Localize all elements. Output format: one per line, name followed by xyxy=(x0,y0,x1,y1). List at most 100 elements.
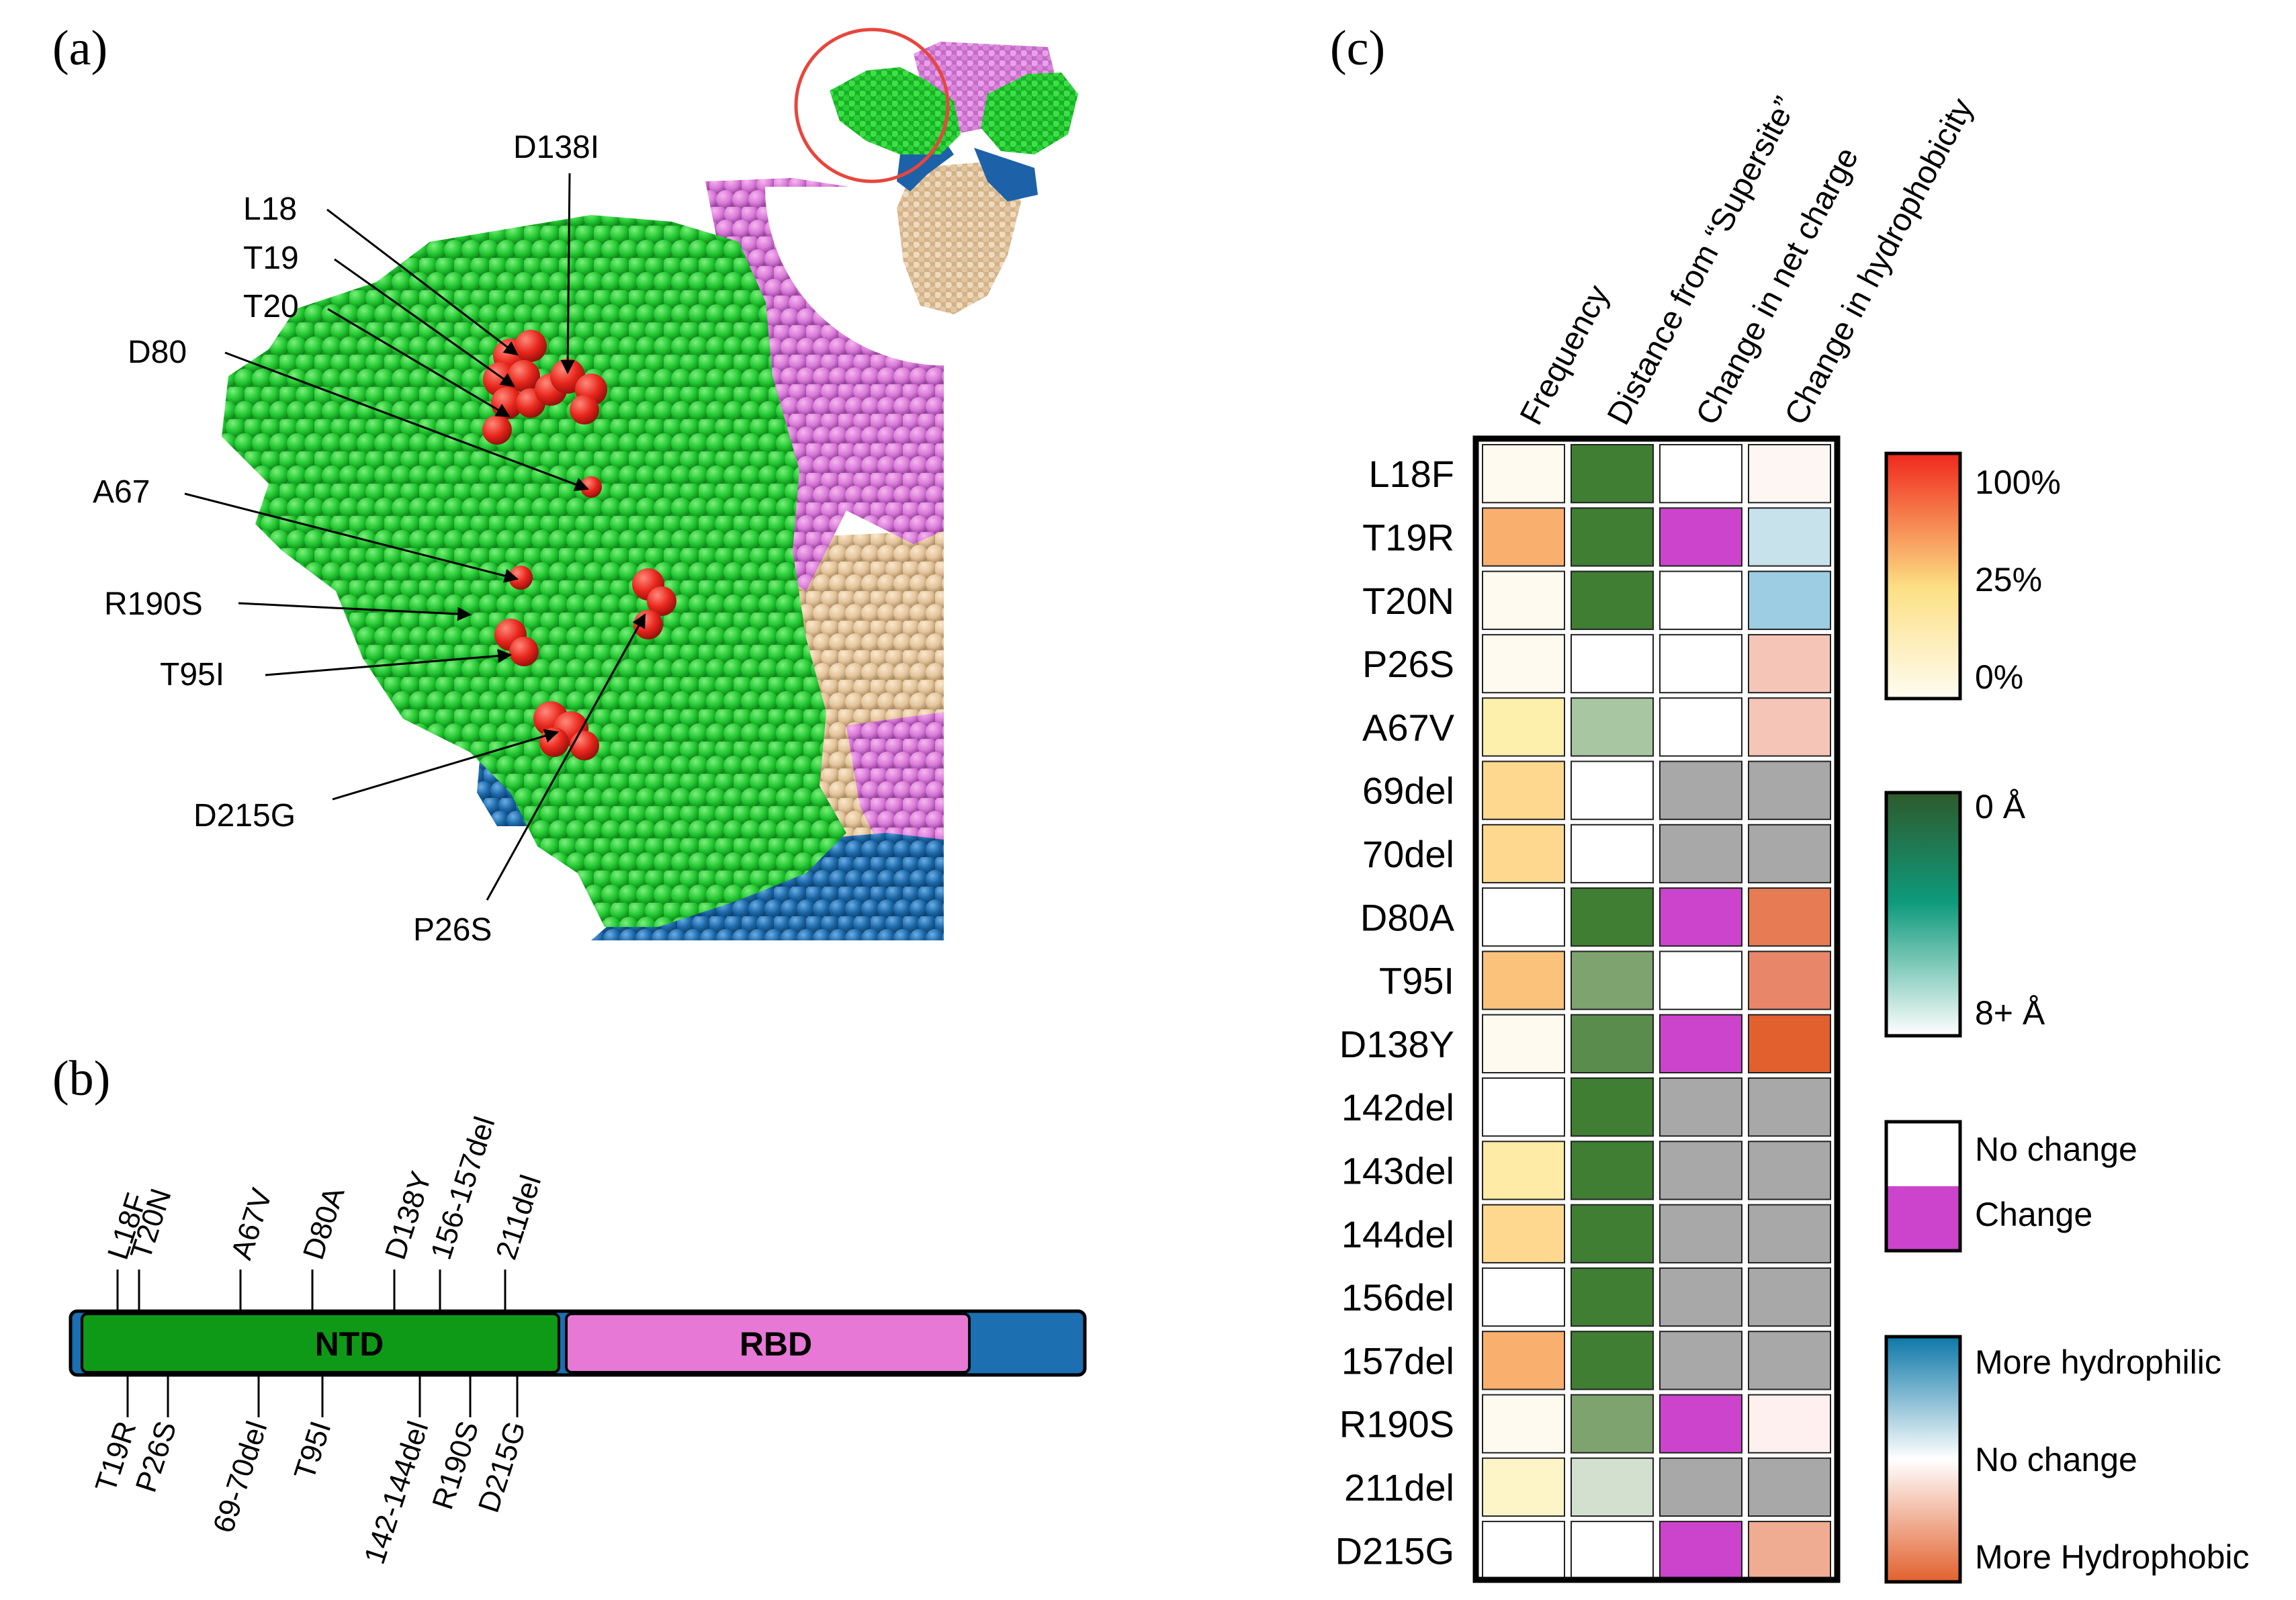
legend-frequency: 100% 25% 0% xyxy=(1884,451,2061,701)
domain-map-top-ticks xyxy=(116,1270,506,1311)
inset-green-right xyxy=(981,73,1078,154)
heatmap-cell-142del-2 xyxy=(1659,1077,1742,1137)
row-label-143del: 143del xyxy=(1341,1149,1454,1192)
heatmap-cell-d138y-0 xyxy=(1482,1014,1565,1073)
row-label-t95i: T95I xyxy=(1379,960,1454,1002)
rbd-domain xyxy=(565,1313,971,1374)
heatmap-cell-t19r-0 xyxy=(1482,507,1565,567)
panel-label-b: (b) xyxy=(52,1051,110,1106)
row-label-156del: 156del xyxy=(1341,1276,1454,1319)
heatmap-cell-211del-2 xyxy=(1659,1457,1742,1517)
legend-hydro-hydrophobic: More Hydrophobic xyxy=(1975,1538,2250,1576)
row-label-70del: 70del xyxy=(1362,833,1454,875)
heatmap-cell-d80a-1 xyxy=(1571,887,1654,947)
legend-charge-nochange-label: No change xyxy=(1975,1130,2137,1168)
heatmap-cell-156del-2 xyxy=(1659,1267,1742,1327)
heatmap-cell-t20n-1 xyxy=(1571,570,1654,630)
panel-label-a: (a) xyxy=(52,21,107,76)
legend-hydrophobicity: More hydrophilic No change More Hydropho… xyxy=(1884,1335,2250,1584)
ntd-domain xyxy=(81,1313,560,1374)
heatmap-cell-143del-1 xyxy=(1571,1141,1654,1200)
mutation-highlights xyxy=(482,330,676,760)
heatmap-cell-l18f-3 xyxy=(1748,444,1831,504)
heatmap-cell-a67v-3 xyxy=(1748,697,1831,757)
heatmap-cell-211del-1 xyxy=(1571,1457,1654,1517)
heatmap-cell-70del-3 xyxy=(1748,824,1831,884)
heatmap-cell-144del-1 xyxy=(1571,1204,1654,1263)
heatmap-cell-144del-2 xyxy=(1659,1204,1742,1263)
row-label-l18f: L18F xyxy=(1368,453,1454,495)
ntd-label: NTD xyxy=(315,1325,384,1363)
legend-distance-8: 8+ Å xyxy=(1975,994,2045,1032)
row-label-t19r: T19R xyxy=(1362,516,1454,558)
callout-t95i: T95I xyxy=(160,657,224,693)
heatmap-cell-l18f-0 xyxy=(1482,444,1565,504)
row-label-144del: 144del xyxy=(1341,1213,1454,1255)
heatmap-cell-t19r-1 xyxy=(1571,507,1654,567)
heatmap-cell-t20n-3 xyxy=(1748,570,1831,630)
row-label-d80a: D80A xyxy=(1360,896,1455,938)
legend-charge-border xyxy=(1884,1120,1962,1253)
heatmap-cell-r190s-3 xyxy=(1748,1394,1831,1454)
heatmap-cell-69del-1 xyxy=(1571,760,1654,820)
heatmap-cell-d80a-3 xyxy=(1748,887,1831,947)
heatmap-cell-t95i-2 xyxy=(1659,950,1742,1010)
callout-d138i: D138I xyxy=(513,130,599,165)
heatmap-cell-d80a-0 xyxy=(1482,887,1565,947)
heatmap-cell-a67v-2 xyxy=(1659,697,1742,757)
ntd-surface xyxy=(222,215,846,927)
legend-frequency-25: 25% xyxy=(1975,561,2042,598)
legend-frequency-0: 0% xyxy=(1975,658,2023,696)
heatmap-cell-a67v-1 xyxy=(1571,697,1654,757)
heatmap-cell-142del-1 xyxy=(1571,1077,1654,1137)
heatmap-cell-p26s-0 xyxy=(1482,633,1565,694)
legend-hydro-bar xyxy=(1884,1335,1962,1584)
callout-d215g: D215G xyxy=(193,798,296,834)
heatmap-cell-144del-0 xyxy=(1482,1204,1565,1263)
heatmap-cell-p26s-1 xyxy=(1571,633,1654,694)
heatmap-cell-142del-3 xyxy=(1748,1077,1831,1137)
callout-arrows xyxy=(184,173,646,901)
heatmap-cell-t19r-2 xyxy=(1659,507,1742,567)
heatmap-cell-157del-1 xyxy=(1571,1331,1654,1390)
heatmap-cell-143del-3 xyxy=(1748,1141,1831,1200)
bottom-label-t95i: T95I xyxy=(288,1417,338,1484)
heatmap-cell-d215g-0 xyxy=(1482,1521,1565,1581)
top-label-156-157del: 156-157del xyxy=(425,1113,502,1264)
heatmap-cell-69del-3 xyxy=(1748,760,1831,820)
legend-frequency-bar xyxy=(1884,451,1962,701)
heatmap-cell-d215g-1 xyxy=(1571,1521,1654,1581)
heatmap-cell-l18f-2 xyxy=(1659,444,1742,504)
callout-labels: D138I L18 T19 T20 D80 A67 R190S T95I D21… xyxy=(93,130,599,948)
callout-t19: T19 xyxy=(243,240,299,276)
callout-l18: L18 xyxy=(243,191,297,227)
top-label-a67v: A67V xyxy=(225,1184,279,1263)
inset-green-left xyxy=(830,67,961,154)
legend-distance-0: 0 Å xyxy=(1975,788,2026,826)
heatmap-cell-d138y-3 xyxy=(1748,1014,1831,1073)
legend-charge: No change Change xyxy=(1884,1120,2137,1253)
row-label-r190s: R190S xyxy=(1339,1403,1454,1446)
heatmap-cell-l18f-1 xyxy=(1571,444,1654,504)
heatmap-cell-t19r-3 xyxy=(1748,507,1831,567)
heatmap-cell-d215g-2 xyxy=(1659,1521,1742,1581)
bottom-label-69-70del: 69-70del xyxy=(207,1417,274,1537)
heatmap-border xyxy=(1472,435,1841,1583)
heatmap-cell-144del-3 xyxy=(1748,1204,1831,1263)
bottom-label-142-144del: 142-144del xyxy=(358,1417,435,1568)
heatmap-cell-d80a-2 xyxy=(1659,887,1742,947)
heatmap-cell-d138y-2 xyxy=(1659,1014,1742,1073)
row-label-d138y: D138Y xyxy=(1339,1023,1454,1065)
heatmap-cell-t95i-0 xyxy=(1482,950,1565,1010)
row-label-157del: 157del xyxy=(1341,1339,1454,1382)
heatmap-cell-70del-0 xyxy=(1482,824,1565,884)
heatmap-cell-143del-0 xyxy=(1482,1141,1565,1200)
column-label-net-charge: Change in net charge xyxy=(1689,142,1865,431)
domain-map-bottom-labels: T19R P26S 69-70del T95I 142-144del R190S… xyxy=(89,1417,533,1568)
heatmap-cell-d138y-1 xyxy=(1571,1014,1654,1073)
legend-hydro-hydrophilic: More hydrophilic xyxy=(1975,1343,2221,1381)
heatmap-cell-t95i-3 xyxy=(1748,950,1831,1010)
row-label-142del: 142del xyxy=(1341,1086,1454,1128)
callout-t20: T20 xyxy=(243,289,299,324)
panel-label-c: (c) xyxy=(1330,21,1385,76)
